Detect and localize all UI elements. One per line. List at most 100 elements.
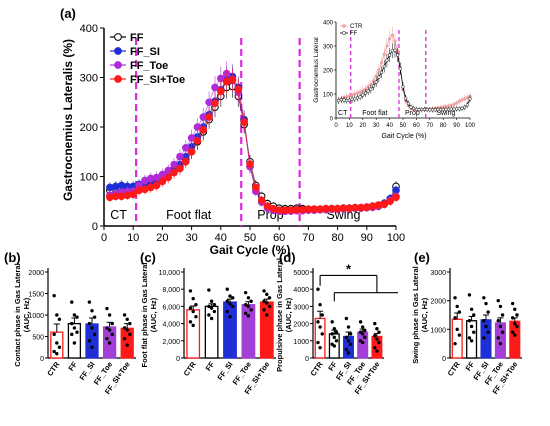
bar-data-point bbox=[105, 326, 109, 330]
bar-data-point bbox=[191, 323, 195, 328]
bar-data-point bbox=[332, 344, 336, 348]
inset-data-point bbox=[465, 103, 469, 107]
bar-ylabel-line: (AUC, Hz) bbox=[149, 297, 158, 332]
bar-data-point bbox=[363, 328, 367, 333]
bar-data-point bbox=[375, 337, 379, 341]
bar-y-tick-label: 1000 bbox=[293, 339, 309, 346]
bar-ylabel-line: (AUC, Hz) bbox=[284, 297, 293, 332]
bar bbox=[120, 327, 134, 359]
bar-data-point bbox=[318, 345, 322, 350]
inset-data-point bbox=[361, 93, 365, 97]
data-point bbox=[176, 164, 184, 173]
inset-data-point bbox=[385, 58, 389, 63]
inset-data-point bbox=[358, 90, 362, 94]
inset-data-point bbox=[363, 91, 368, 95]
data-point bbox=[181, 143, 190, 152]
bar-data-point bbox=[246, 296, 251, 300]
bar-data-point bbox=[344, 335, 349, 340]
bar-data-point bbox=[125, 343, 129, 347]
legend-label: FF_Toe bbox=[130, 60, 168, 72]
bar-data-point bbox=[482, 336, 486, 340]
inset-x-tick-label: 20 bbox=[359, 123, 366, 129]
inset-data-point bbox=[374, 74, 378, 78]
inset-data-point bbox=[377, 68, 381, 72]
bar-data-point bbox=[262, 299, 266, 303]
main-y-tick-label: 400 bbox=[80, 23, 98, 35]
bar-data-point bbox=[52, 332, 56, 337]
inset-data-point bbox=[460, 98, 464, 102]
bar-data-point bbox=[122, 336, 127, 341]
bar-category-label: FF bbox=[66, 360, 79, 373]
bar bbox=[223, 301, 237, 359]
bar-data-point bbox=[515, 313, 519, 317]
data-point bbox=[211, 83, 219, 92]
bar-data-point bbox=[375, 349, 379, 353]
bar-data-point bbox=[332, 335, 336, 340]
inset-data-point bbox=[409, 105, 413, 109]
bar-data-point bbox=[265, 292, 269, 297]
main-x-tick-label: 70 bbox=[302, 232, 314, 244]
bar-y-tick-label: 4000 bbox=[293, 287, 309, 294]
bar-data-point bbox=[363, 335, 367, 340]
bar-data-point bbox=[194, 315, 198, 319]
data-point bbox=[170, 168, 178, 177]
legend-marker bbox=[114, 47, 122, 55]
inset-data-point bbox=[374, 80, 378, 84]
bar bbox=[204, 305, 219, 359]
data-point bbox=[152, 181, 161, 190]
bar-data-point bbox=[90, 345, 94, 349]
bar-data-point bbox=[107, 341, 112, 345]
inset-data-point bbox=[382, 52, 386, 57]
bar-y-tick-label: 0 bbox=[305, 356, 309, 363]
bar-data-point bbox=[209, 306, 214, 310]
bar-data-point bbox=[510, 301, 515, 306]
inset-legend-marker bbox=[342, 24, 346, 28]
bar-data-point bbox=[209, 299, 214, 303]
bar-ylabel-line: Propulsive phase in Gas Lateral bbox=[275, 258, 284, 372]
bar-data-point bbox=[207, 304, 211, 309]
inset-y-tick-label: 100 bbox=[323, 93, 334, 99]
bar-category-label: CTR bbox=[309, 360, 326, 378]
inset-y-tick-label: 300 bbox=[323, 45, 334, 51]
inset-data-point bbox=[377, 75, 381, 79]
bar-ylabel: Swing phase in Gas Lateral(AUC, Hz) bbox=[411, 266, 429, 364]
inset-x-tick-label: 100 bbox=[465, 123, 476, 129]
significance-star: * bbox=[346, 261, 352, 276]
bar-data-point bbox=[316, 287, 320, 291]
bar-data-point bbox=[125, 317, 129, 321]
bar-data-point bbox=[207, 288, 211, 292]
main-y-tick-label: 0 bbox=[92, 221, 98, 233]
bar-data-point bbox=[513, 333, 517, 337]
bar-data-point bbox=[125, 328, 129, 332]
bar-ylabel-line: (AUC, Hz) bbox=[22, 297, 31, 332]
bar-data-point bbox=[105, 306, 109, 311]
bar-data-point bbox=[191, 309, 195, 314]
main-x-tick-label: 100 bbox=[387, 232, 405, 244]
data-point bbox=[176, 152, 184, 161]
bar-data-point bbox=[467, 336, 472, 340]
bar-data-point bbox=[188, 320, 193, 324]
bar-data-point bbox=[498, 304, 503, 309]
bar-data-point bbox=[72, 313, 77, 317]
inset-data-point bbox=[412, 106, 416, 111]
bar-y-tick-label: 5000 bbox=[293, 270, 309, 277]
inset-data-point bbox=[457, 99, 461, 103]
bar-category-label: CTR bbox=[182, 360, 199, 378]
inset-x-tick-label: 80 bbox=[440, 123, 447, 129]
bar-category-label: CTR bbox=[446, 360, 463, 378]
bar-data-point bbox=[348, 342, 353, 346]
bar-data-point bbox=[316, 340, 320, 345]
main-y-tick-label: 200 bbox=[80, 122, 98, 134]
bar-data-point bbox=[332, 327, 336, 331]
bar-data-point bbox=[243, 302, 248, 307]
bar-data-point bbox=[57, 345, 62, 349]
bar-data-point bbox=[87, 339, 92, 343]
bar-y-tick-label: 1000 bbox=[430, 327, 446, 334]
bar-y-tick-label: 2000 bbox=[293, 322, 309, 329]
bar-data-point bbox=[453, 341, 457, 346]
bar-data-point bbox=[334, 330, 339, 334]
bar-data-point bbox=[373, 345, 377, 350]
inset-phase-label: Foot flat bbox=[362, 110, 387, 117]
bar-data-point bbox=[486, 330, 490, 334]
